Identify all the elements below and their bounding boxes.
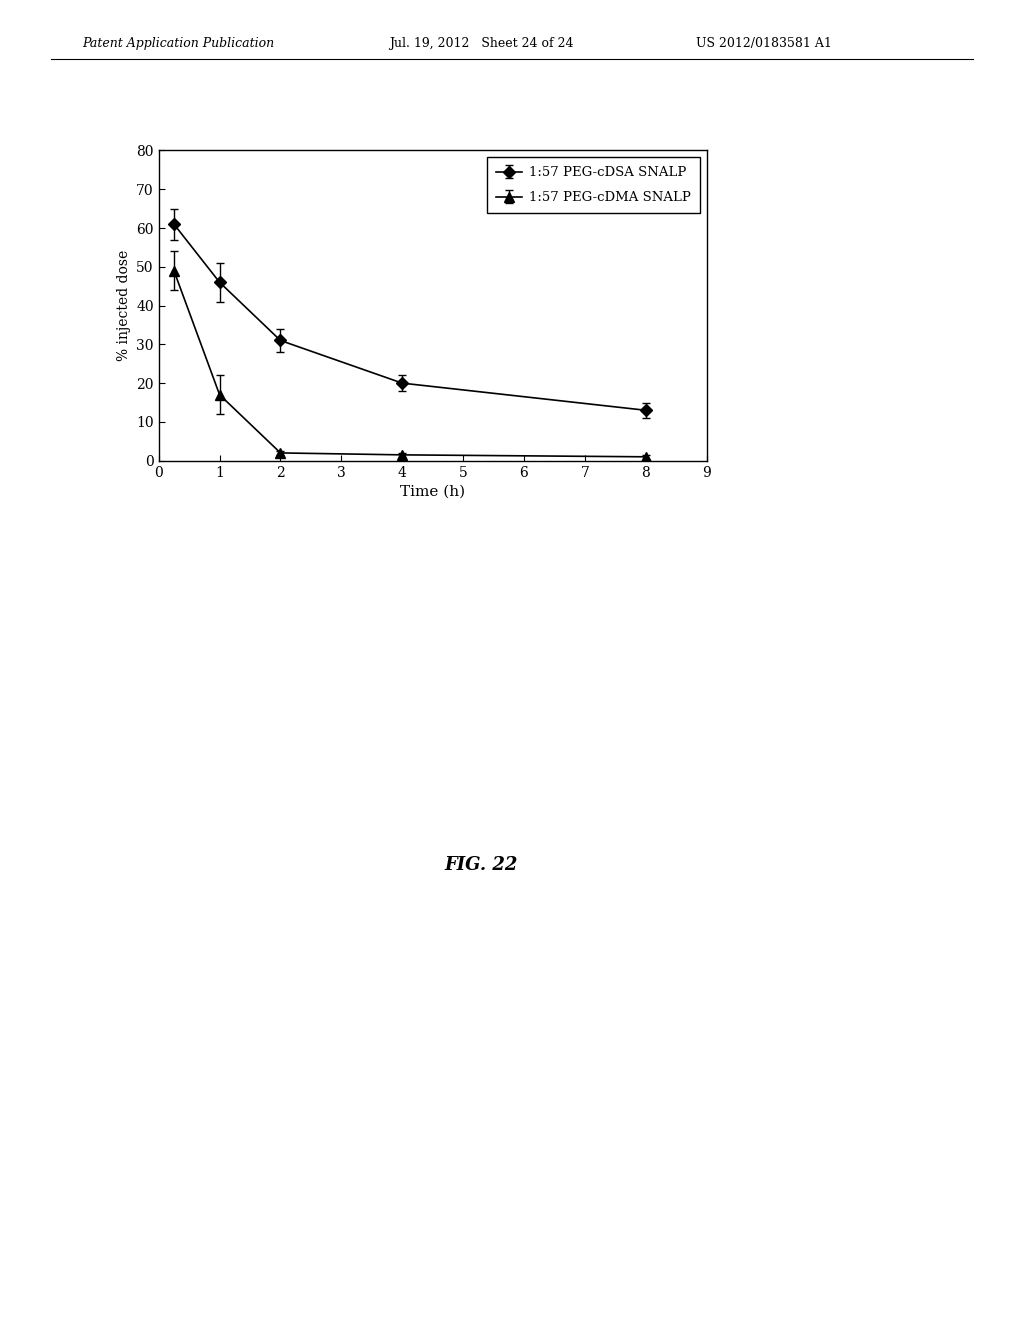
Y-axis label: % injected dose: % injected dose	[117, 249, 131, 362]
Text: US 2012/0183581 A1: US 2012/0183581 A1	[696, 37, 833, 50]
Text: Patent Application Publication: Patent Application Publication	[82, 37, 274, 50]
Text: FIG. 22: FIG. 22	[444, 855, 518, 874]
Legend: 1:57 PEG-cDSA SNALP, 1:57 PEG-cDMA SNALP: 1:57 PEG-cDSA SNALP, 1:57 PEG-cDMA SNALP	[486, 157, 700, 214]
Text: Jul. 19, 2012   Sheet 24 of 24: Jul. 19, 2012 Sheet 24 of 24	[389, 37, 573, 50]
X-axis label: Time (h): Time (h)	[400, 484, 465, 499]
